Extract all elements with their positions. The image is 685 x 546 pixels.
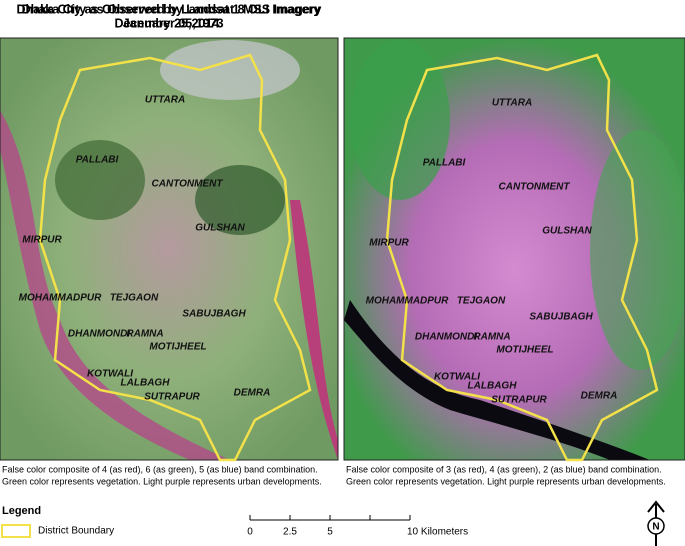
- district-label: CANTONMENT: [152, 179, 224, 190]
- district-label: PALLABI: [76, 155, 119, 166]
- district-label: TEJGAON: [457, 296, 506, 307]
- district-label: UTTARA: [492, 98, 532, 109]
- panel-title: December 05,1973: [114, 16, 223, 30]
- panel-title: Dhaka City as Observed by Landsat 1 MSS …: [17, 2, 322, 16]
- panel-frame: [0, 37, 339, 461]
- district-label: SABUJBAGH: [529, 312, 593, 323]
- legend-title: Legend: [2, 505, 41, 517]
- district-boundary: [38, 53, 312, 462]
- district-label: MOHAMMADPUR: [19, 293, 103, 304]
- district-label: DHANMONDI: [68, 329, 130, 340]
- scale-label: 0: [247, 527, 253, 538]
- panel-frame: [343, 37, 685, 461]
- legend-swatch: [1, 524, 31, 538]
- caption: Green color represents vegetation. Light…: [2, 476, 322, 486]
- district-label: GULSHAN: [195, 223, 245, 234]
- district-label: GULSHAN: [542, 226, 592, 237]
- caption: False color composite of 4 (as red), 6 (…: [2, 464, 318, 474]
- district-label: CANTONMENT: [499, 182, 571, 193]
- district-label: SUTRAPUR: [491, 395, 547, 406]
- north-arrow: [647, 500, 665, 546]
- district-label: SABUJBAGH: [182, 309, 246, 320]
- district-label: MOTIJHEEL: [149, 342, 206, 353]
- district-label: MIRPUR: [369, 238, 409, 249]
- legend: [1, 524, 31, 538]
- district-label: DHANMONDI: [415, 332, 477, 343]
- scale-label: 2.5: [283, 527, 297, 538]
- panel-title: January 25,2014: [123, 16, 220, 30]
- district-label: UTTARA: [145, 95, 185, 106]
- legend-item: District Boundary: [38, 526, 114, 537]
- panel-title: Dhaka City as Observed by Landsat 8 OLI …: [22, 2, 321, 16]
- district-label: KOTWALI: [434, 372, 480, 383]
- scale-bar: [249, 515, 411, 521]
- imagery-1973: [0, 38, 338, 460]
- district-label: MIRPUR: [22, 235, 62, 246]
- district-label: SUTRAPUR: [144, 392, 200, 403]
- district-label: KOTWALI: [87, 369, 133, 380]
- district-label: DEMRA: [581, 391, 618, 402]
- district-label: MOHAMMADPUR: [366, 296, 450, 307]
- district-label: TEJGAON: [110, 293, 159, 304]
- imagery-2014: [344, 38, 685, 460]
- district-label: LALBAGH: [121, 378, 171, 389]
- district-label: LALBAGH: [468, 381, 518, 392]
- district-label: PALLABI: [423, 158, 466, 169]
- district-label: MOTIJHEEL: [496, 345, 553, 356]
- caption: False color composite of 3 (as red), 4 (…: [346, 464, 662, 474]
- scale-label: 5: [327, 527, 333, 538]
- district-label: RAMNA: [473, 332, 510, 343]
- district-label: RAMNA: [126, 329, 163, 340]
- north-label: N: [652, 522, 659, 533]
- district-label: DEMRA: [234, 388, 271, 399]
- scale-label: 10 Kilometers: [407, 527, 468, 538]
- caption: Green color represents vegetation. Light…: [346, 476, 666, 486]
